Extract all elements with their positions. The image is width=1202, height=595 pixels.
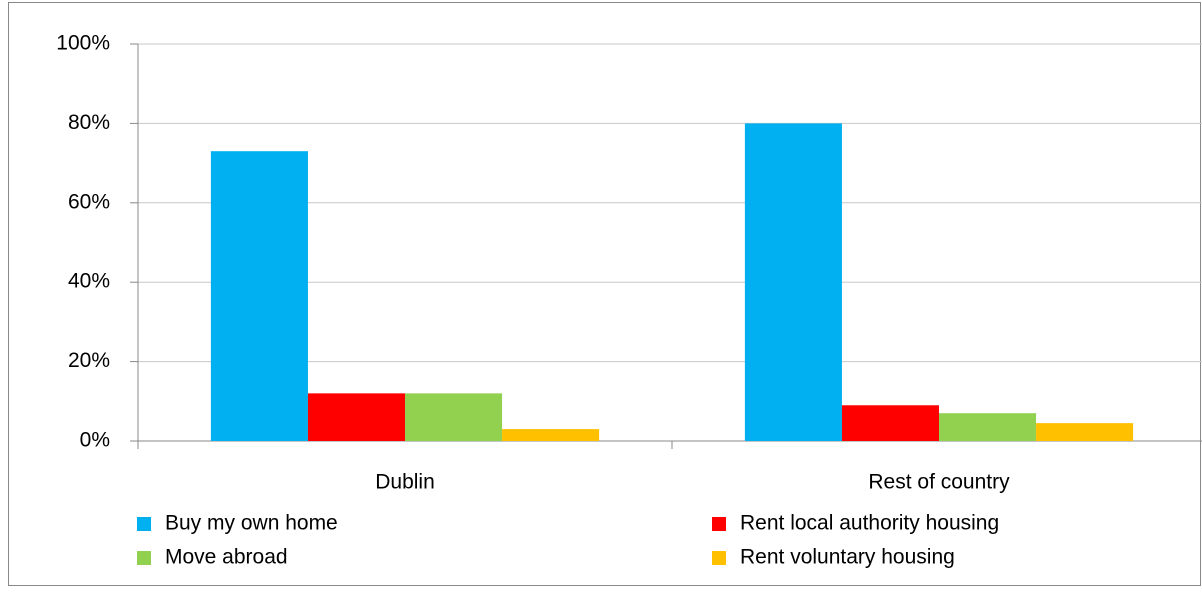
legend-label: Rent voluntary housing	[740, 546, 955, 569]
bar	[502, 429, 600, 441]
legend-swatch	[712, 551, 726, 565]
bar	[939, 413, 1037, 441]
chart-frame	[8, 2, 1201, 586]
x-tick-label: Rest of country	[868, 471, 1010, 494]
bar	[307, 393, 405, 441]
y-tick-label: 40%	[68, 270, 110, 293]
bar	[841, 405, 939, 441]
bar	[405, 393, 503, 441]
legend-label: Rent local authority housing	[740, 512, 999, 535]
y-tick-label: 0%	[80, 429, 110, 452]
bar	[744, 123, 842, 442]
legend-swatch	[712, 517, 726, 531]
legend-swatch	[137, 517, 151, 531]
legend-label: Buy my own home	[165, 512, 338, 535]
y-tick-label: 100%	[56, 32, 110, 55]
bar	[210, 151, 308, 441]
legend-label: Move abroad	[165, 546, 288, 569]
y-tick-label: 20%	[68, 349, 110, 372]
y-tick-label: 80%	[68, 111, 110, 134]
legend-swatch	[137, 551, 151, 565]
y-tick-label: 60%	[68, 190, 110, 213]
bar	[1036, 423, 1134, 441]
x-tick-label: Dublin	[375, 471, 435, 494]
